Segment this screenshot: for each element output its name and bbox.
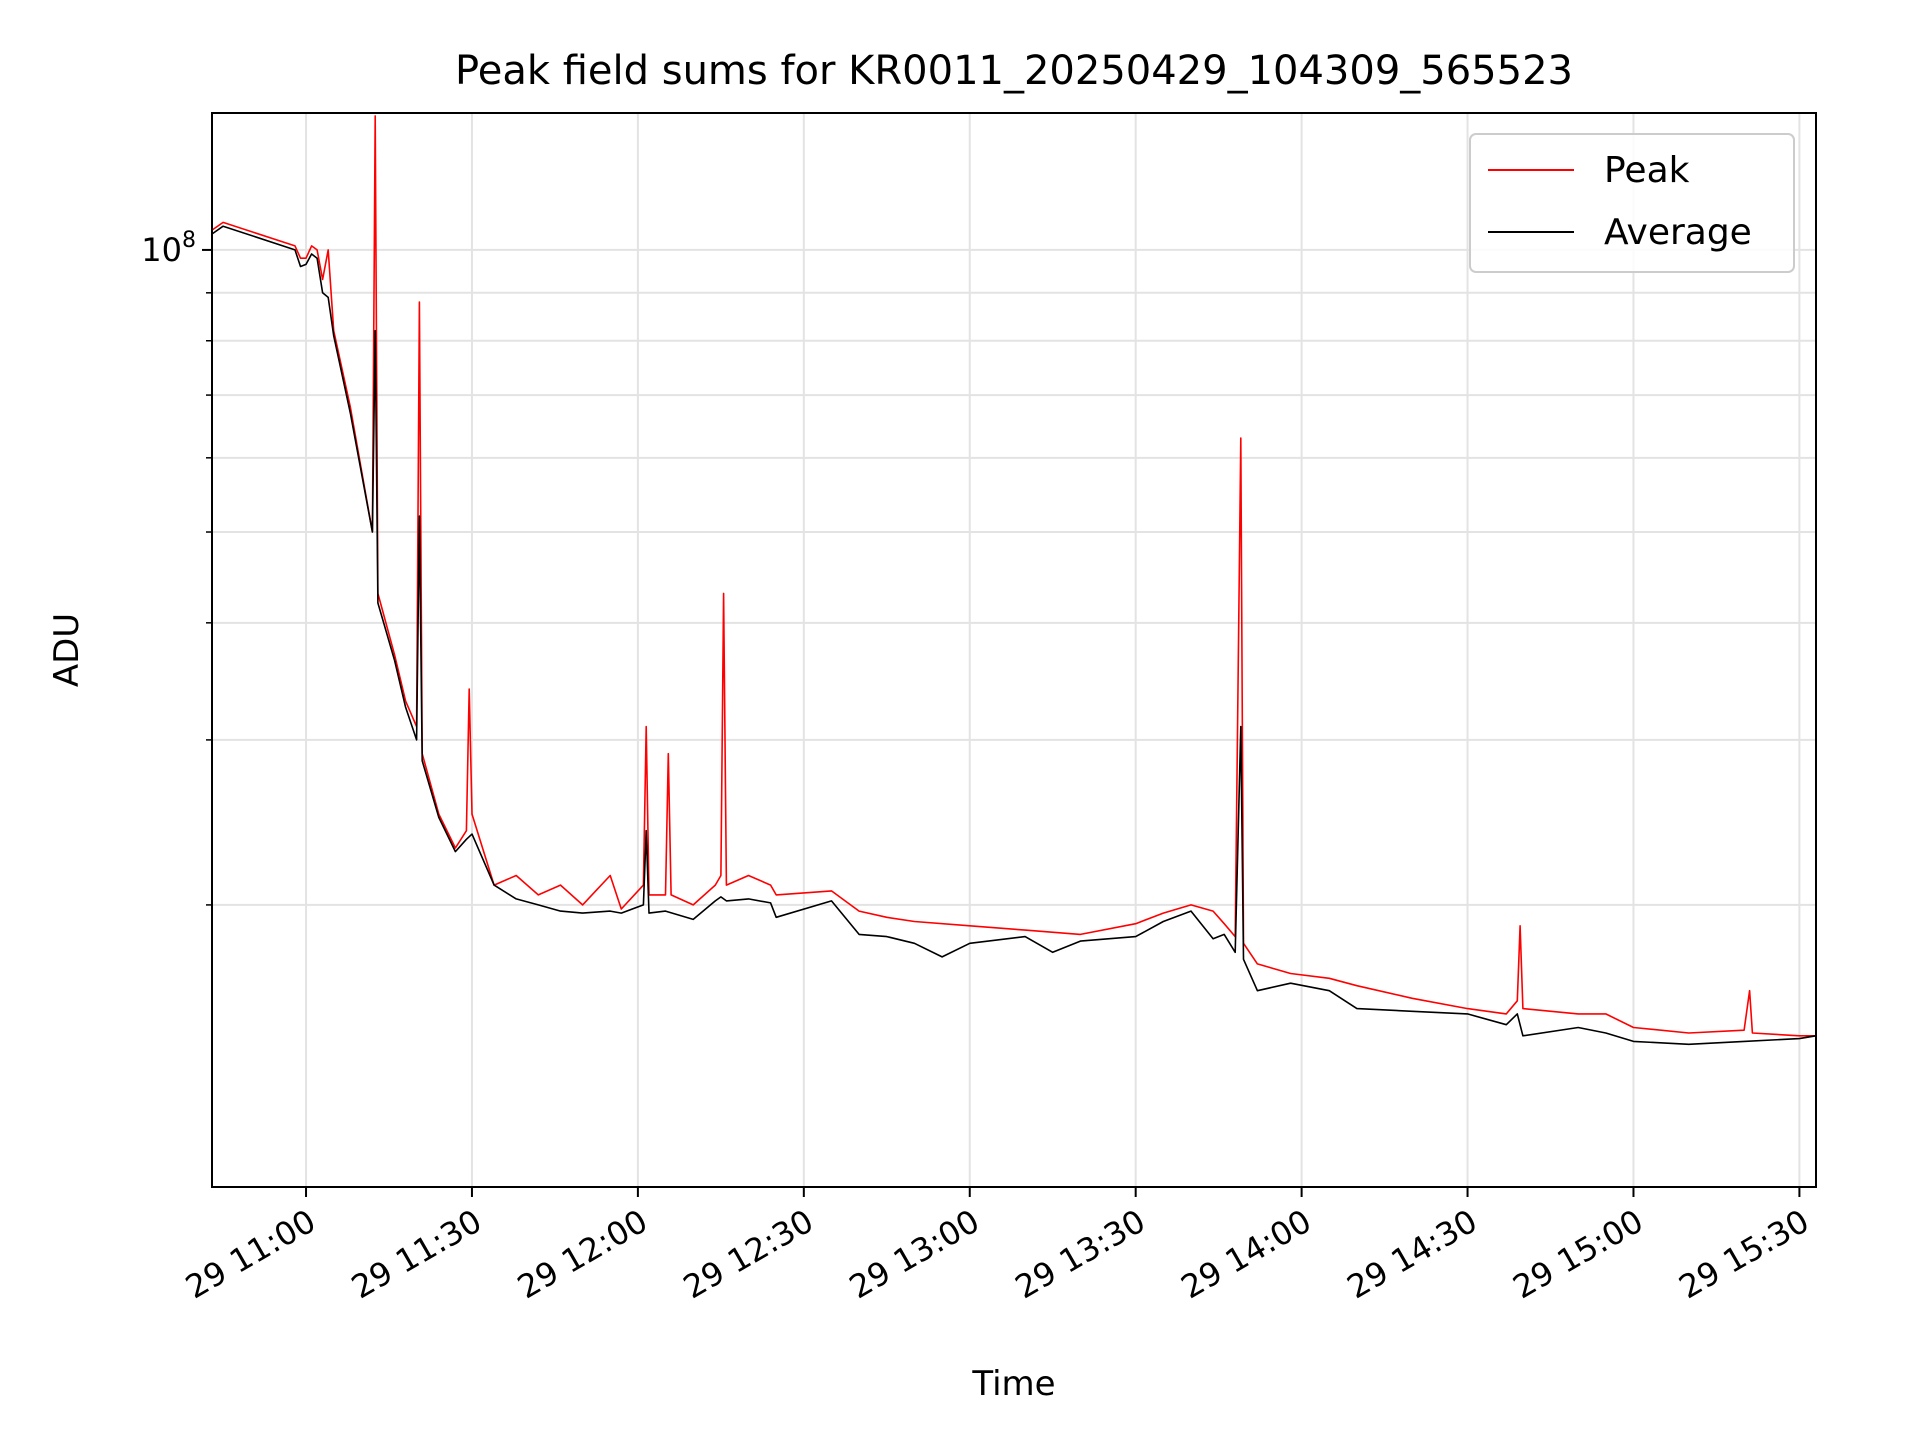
x-axis-label: Time	[971, 1364, 1055, 1404]
x-tick-label: 29 13:00	[843, 1202, 986, 1306]
grid	[212, 113, 1816, 1187]
x-tick-label: 29 15:00	[1507, 1202, 1650, 1306]
x-tick-label: 29 15:30	[1672, 1202, 1815, 1306]
series-line-average	[211, 225, 1817, 1046]
x-tick-label: 29 14:00	[1175, 1202, 1318, 1306]
x-tick-label: 29 11:30	[345, 1202, 488, 1306]
x-axis-ticks: 29 11:00 29 11:30 29 12:00 29 12:30 29 13:00…	[179, 1187, 1815, 1306]
series-layer	[211, 115, 1817, 1046]
chart-title: Peak field sums for KR0011_20250429_1043…	[455, 48, 1573, 94]
legend-box	[1469, 133, 1795, 273]
legend-label-average: Average	[1604, 212, 1752, 253]
x-tick-label: 29 11:00	[179, 1202, 322, 1306]
y-axis-label: ADU	[47, 613, 87, 687]
x-tick-label: 29 12:30	[677, 1202, 820, 1306]
x-tick-label: 29 12:00	[511, 1202, 654, 1306]
legend: Peak Average	[1469, 133, 1795, 273]
x-tick-label: 29 13:30	[1009, 1202, 1152, 1306]
plot-frame	[211, 112, 1817, 1188]
x-tick-label: 29 14:30	[1341, 1202, 1484, 1306]
y-tick-label: 108	[141, 228, 196, 269]
legend-label-peak: Peak	[1604, 150, 1690, 191]
y-axis-ticks: 108	[141, 228, 212, 906]
